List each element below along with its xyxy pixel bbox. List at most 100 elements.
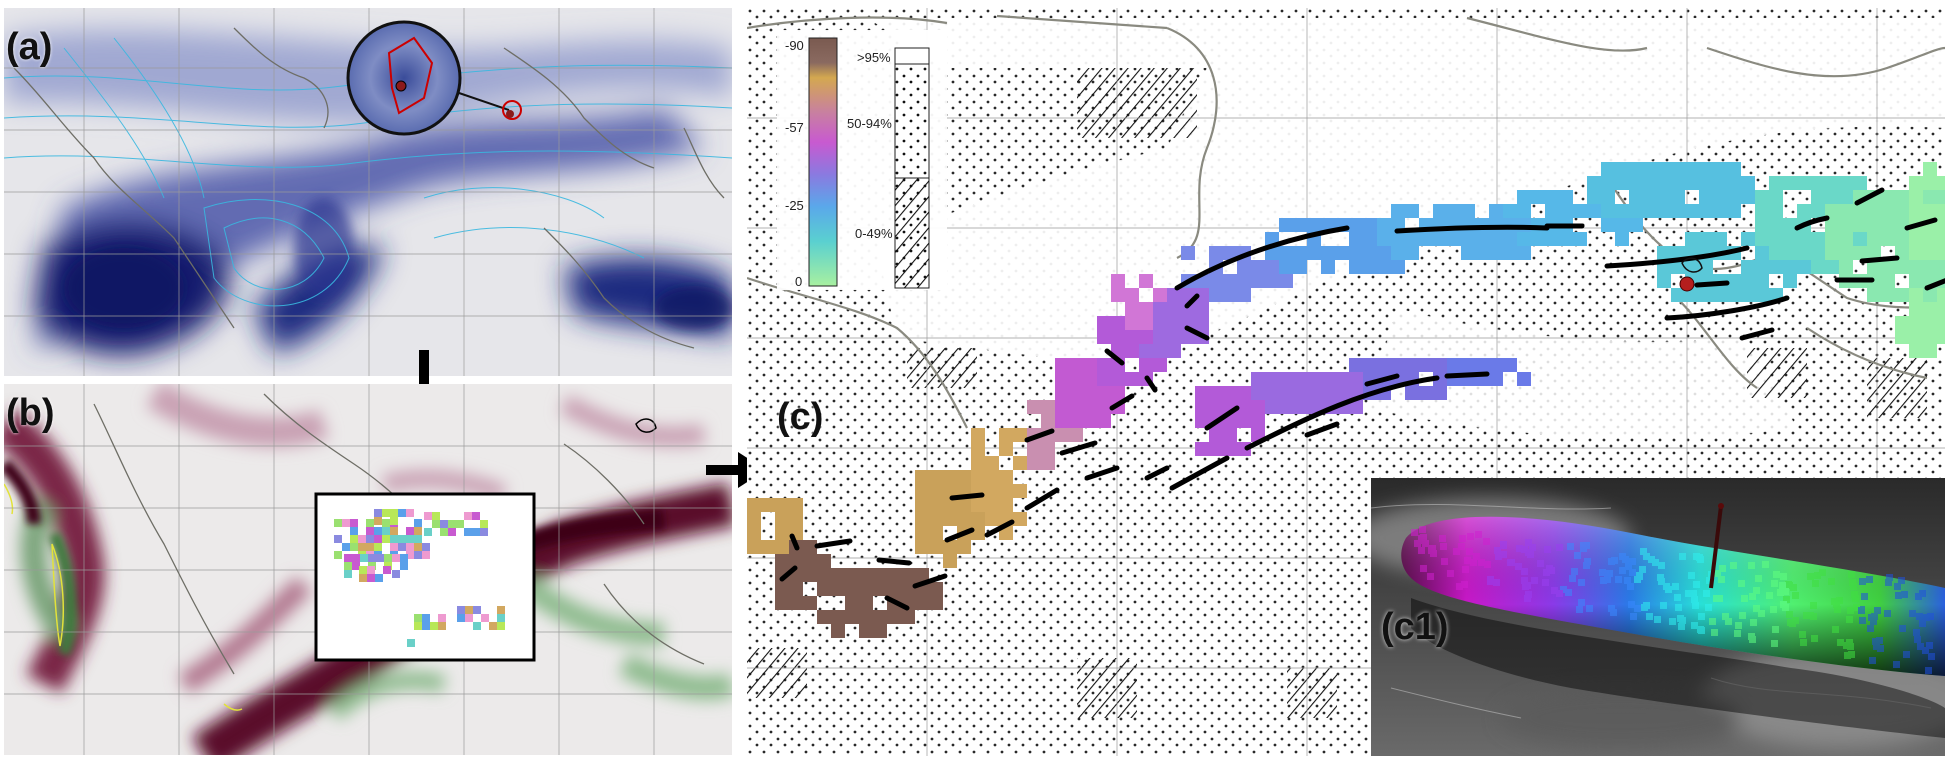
track-cell	[1909, 232, 1923, 246]
track-cell	[1923, 232, 1937, 246]
track-cell	[971, 512, 985, 526]
track-cell	[1755, 232, 1769, 246]
inset-cell	[368, 554, 376, 562]
inset-cell	[422, 551, 430, 559]
plume-voxel	[1420, 565, 1427, 572]
track-cell	[817, 554, 831, 568]
track-cell	[943, 470, 957, 484]
plume-voxel	[1803, 612, 1810, 619]
track-cell	[1937, 176, 1945, 190]
track-cell	[1279, 246, 1293, 260]
track-cell	[1209, 246, 1223, 260]
plume-voxel	[1753, 587, 1760, 594]
panel-c-svg	[747, 8, 1945, 756]
track-cell	[1839, 204, 1853, 218]
track-cell	[1209, 274, 1223, 288]
plume-voxel	[1525, 539, 1532, 546]
coastlines	[747, 14, 1945, 429]
plume-voxel	[1771, 640, 1778, 647]
track-cell	[1223, 288, 1237, 302]
track-cell	[1391, 232, 1405, 246]
track-cell	[1041, 442, 1055, 456]
plume-voxel	[1762, 561, 1769, 568]
plume-voxel	[1810, 602, 1817, 609]
track-cell	[1615, 176, 1629, 190]
track-cell	[1881, 260, 1895, 274]
track-cell	[1279, 260, 1293, 274]
track-cell	[1237, 288, 1251, 302]
plume-voxel	[1722, 613, 1729, 620]
track-cell	[747, 512, 761, 526]
plume-voxel	[1750, 619, 1757, 626]
track-cell	[985, 498, 999, 512]
plume-voxel	[1753, 605, 1760, 612]
plume-voxel	[1886, 574, 1893, 581]
track-cell	[1783, 218, 1797, 232]
plume-voxel	[1799, 631, 1806, 638]
track-cell	[747, 540, 761, 554]
track-cell	[1685, 204, 1699, 218]
track-cell	[1867, 204, 1881, 218]
track-cell	[1279, 218, 1293, 232]
track-cell	[1741, 274, 1755, 288]
plume-voxel	[1859, 617, 1866, 624]
track-cell	[831, 624, 845, 638]
track-cell	[775, 498, 789, 512]
track-cell	[1055, 358, 1069, 372]
track-cell	[1643, 204, 1657, 218]
track-cell	[1713, 162, 1727, 176]
track-cell	[1713, 176, 1727, 190]
inset-cell	[374, 509, 382, 517]
track-cell	[1223, 386, 1237, 400]
track-cell	[1279, 386, 1293, 400]
plume-voxel	[1696, 554, 1703, 561]
plume-voxel	[1703, 590, 1710, 597]
track-cell	[1237, 260, 1251, 274]
track-cell	[1461, 358, 1475, 372]
track-cell	[1755, 246, 1769, 260]
plume-voxel	[1812, 580, 1819, 587]
track-cell	[1181, 302, 1195, 316]
plume-voxel	[1467, 533, 1474, 540]
inset-cell	[406, 551, 414, 559]
inset-cell	[359, 574, 367, 582]
track-cell	[817, 610, 831, 624]
panel-a-label: (a)	[6, 26, 53, 68]
panel-b-svg	[4, 384, 732, 755]
track-cell	[957, 470, 971, 484]
track-cell	[1783, 232, 1797, 246]
track-cell	[1671, 190, 1685, 204]
track-cell	[1139, 316, 1153, 330]
plume-voxel	[1507, 559, 1514, 566]
track-cell	[1349, 400, 1363, 414]
plume-voxel	[1831, 598, 1838, 605]
plume-voxel	[1411, 529, 1418, 536]
inset-cell	[424, 512, 432, 520]
track-cell	[1461, 246, 1475, 260]
plume-voxel	[1515, 563, 1522, 570]
plume-voxel	[1925, 667, 1932, 674]
colorbar	[808, 37, 838, 287]
track-cell	[1293, 400, 1307, 414]
plume-voxel	[1777, 589, 1784, 596]
plume-voxel	[1927, 613, 1934, 620]
plume-voxel	[1643, 553, 1650, 560]
track-cell	[1727, 176, 1741, 190]
track-cell	[999, 442, 1013, 456]
track-cell	[1097, 414, 1111, 428]
inset-cell	[374, 543, 382, 551]
plume-voxel	[1807, 573, 1814, 580]
inset-cell	[367, 574, 375, 582]
track-cell	[971, 498, 985, 512]
inset-cell	[360, 554, 368, 562]
track-cell	[1223, 274, 1237, 288]
track-cell	[1811, 232, 1825, 246]
track-cell	[845, 582, 859, 596]
plume-voxel	[1859, 578, 1866, 585]
plume-voxel	[1674, 594, 1681, 601]
track-cell	[1475, 358, 1489, 372]
track-cell	[929, 582, 943, 596]
track-cell	[803, 596, 817, 610]
track-cell	[1713, 288, 1727, 302]
plume-voxel	[1521, 568, 1528, 575]
